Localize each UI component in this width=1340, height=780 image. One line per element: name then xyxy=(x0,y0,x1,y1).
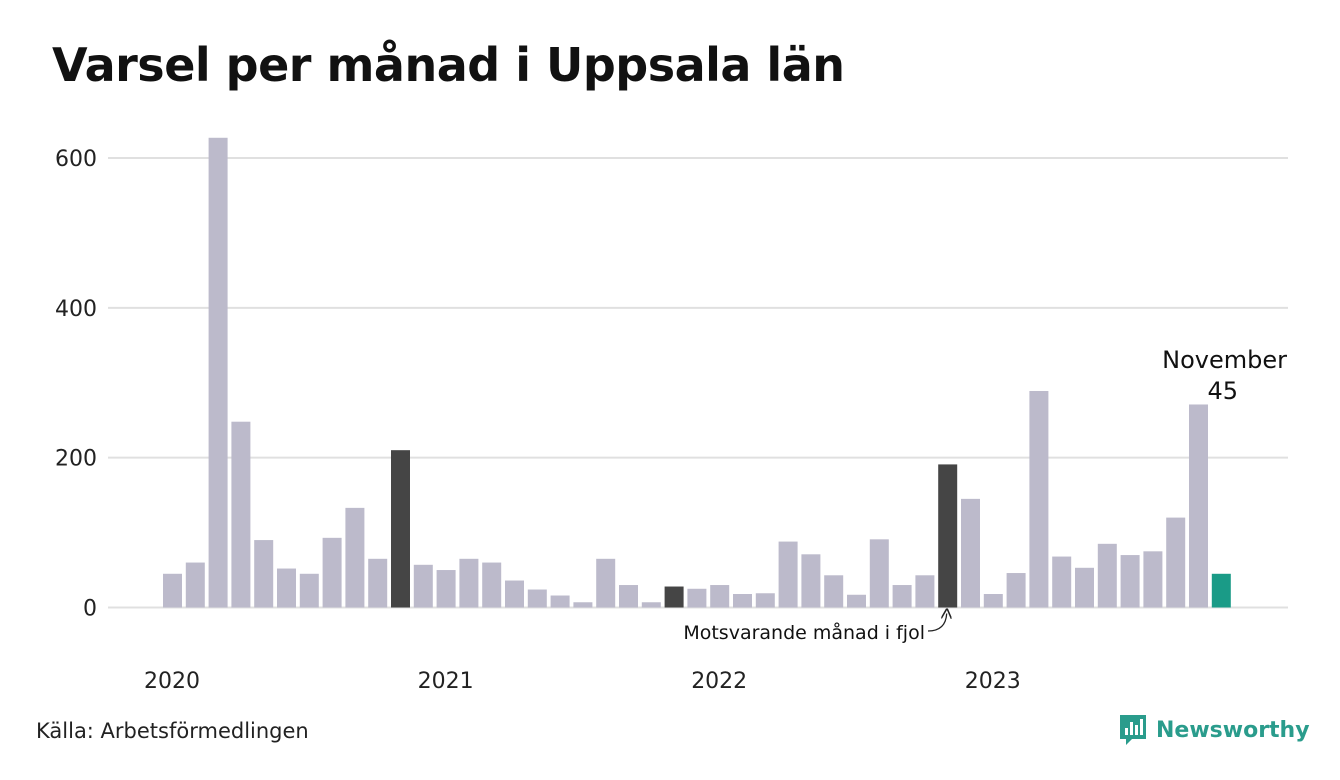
bar xyxy=(619,585,638,608)
bar xyxy=(710,585,730,608)
bar xyxy=(892,585,912,608)
x-tick-label: 2020 xyxy=(144,669,200,694)
x-tick-label: 2022 xyxy=(691,669,747,694)
bar xyxy=(1120,555,1140,608)
bar xyxy=(1029,390,1049,608)
bar xyxy=(163,573,182,608)
newsworthy-logo-icon xyxy=(1120,715,1146,745)
bar xyxy=(345,507,365,608)
bar xyxy=(413,564,433,608)
annotations: November 45 Motsvarande månad i fjol xyxy=(683,346,1287,644)
bar xyxy=(527,589,547,608)
previous-year-label: Motsvarande månad i fjol xyxy=(683,621,925,644)
chart-title: Varsel per månad i Uppsala län xyxy=(52,38,845,92)
bar xyxy=(550,595,570,608)
bar-chart: 0 200 400 600 2020 2021 2022 2023 November 45 … xyxy=(55,137,1288,694)
bar xyxy=(368,558,388,608)
bar xyxy=(778,541,798,608)
current-value-label: 45 xyxy=(1207,377,1238,405)
brand-name: Newsworthy xyxy=(1156,717,1310,743)
bar xyxy=(1097,543,1117,608)
bar xyxy=(664,586,684,608)
bar xyxy=(1211,573,1231,608)
bar xyxy=(733,594,752,608)
bar xyxy=(277,568,296,608)
bar xyxy=(983,594,1003,608)
bar xyxy=(641,602,661,608)
bar xyxy=(915,575,935,608)
x-axis-ticks: 2020 2021 2022 2023 xyxy=(144,669,1021,694)
bar xyxy=(847,594,866,608)
source-note: Källa: Arbetsförmedlingen xyxy=(36,719,309,743)
y-tick-label: 600 xyxy=(55,147,97,172)
bar xyxy=(231,421,251,608)
grid-lines xyxy=(108,157,1288,609)
bar xyxy=(185,562,205,608)
bar xyxy=(869,539,889,608)
y-tick-label: 0 xyxy=(83,597,97,622)
bar xyxy=(254,540,274,608)
previous-year-arrow xyxy=(927,614,947,632)
x-tick-label: 2021 xyxy=(418,669,474,694)
bar xyxy=(1166,517,1186,608)
bar xyxy=(573,602,593,608)
bar xyxy=(459,558,479,608)
bar xyxy=(1075,567,1094,608)
bar xyxy=(1189,404,1208,608)
x-tick-label: 2023 xyxy=(965,669,1021,694)
y-tick-label: 400 xyxy=(55,297,97,322)
bar xyxy=(1143,551,1163,608)
bar xyxy=(322,537,342,608)
bar xyxy=(824,575,844,608)
bar xyxy=(391,450,410,608)
bar xyxy=(596,558,616,608)
bar xyxy=(1052,556,1072,608)
bars xyxy=(163,137,1231,608)
bar xyxy=(755,593,775,608)
bar xyxy=(938,464,958,608)
bar xyxy=(687,588,707,608)
bar xyxy=(436,570,456,608)
bar xyxy=(1006,573,1026,608)
bar xyxy=(482,562,502,608)
y-axis-ticks: 0 200 400 600 xyxy=(55,147,97,622)
bar xyxy=(961,498,980,608)
brand-logo: Newsworthy xyxy=(1118,713,1310,747)
current-month-label: November xyxy=(1162,346,1287,374)
y-tick-label: 200 xyxy=(55,447,97,472)
bar xyxy=(505,580,524,608)
bar xyxy=(208,137,228,608)
bar xyxy=(801,554,821,608)
bar xyxy=(299,573,319,608)
